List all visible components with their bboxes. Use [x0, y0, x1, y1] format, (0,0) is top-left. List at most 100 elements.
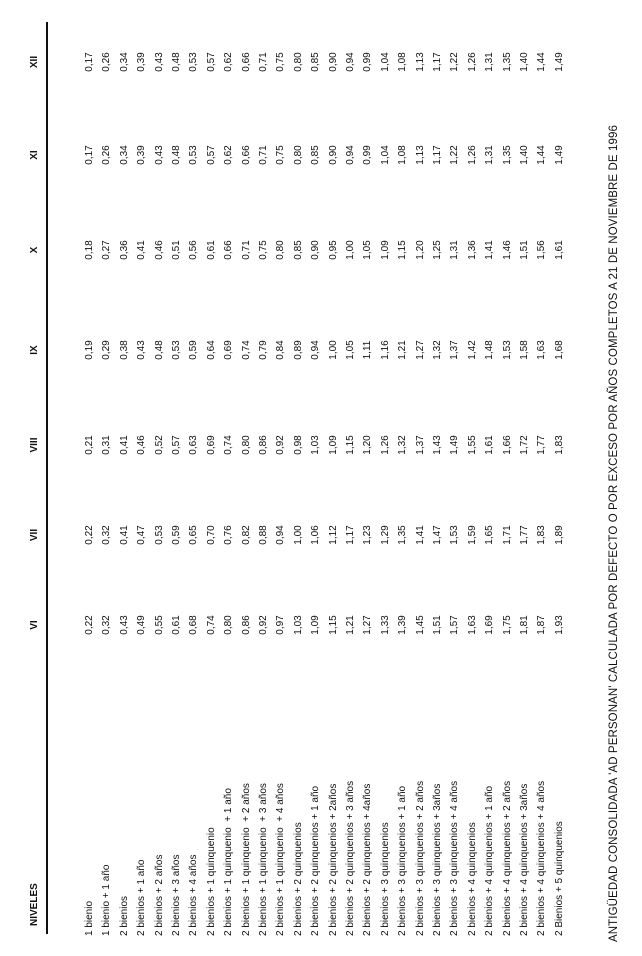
table-cell: 0,57 [205, 52, 217, 72]
table-cell: 1,21 [397, 340, 409, 360]
table-cell: 0,29 [101, 340, 113, 360]
table-cell: 0,48 [153, 340, 165, 360]
table-cell: 0,85 [310, 145, 322, 165]
table-cell: 1,25 [432, 240, 443, 260]
row-label: 2 bienios + 1 quinquenio [205, 827, 217, 936]
table-cell: 0,57 [171, 435, 182, 455]
table-cell: 0,71 [258, 145, 269, 165]
table-cell: 1,77 [519, 525, 530, 545]
table-cell: 0,43 [136, 340, 148, 360]
table-cell: 0,62 [223, 145, 235, 165]
table-cell: 0,22 [84, 615, 95, 635]
table-cell: 0,17 [84, 145, 95, 165]
table-cell: 0,76 [223, 525, 235, 545]
table-cell: 0,90 [327, 145, 339, 165]
table-cell: 1,71 [501, 525, 513, 545]
row-label: 2 bienios + 1 quinquenio + 2 años [240, 783, 252, 936]
table-cell: 0,94 [345, 145, 356, 165]
table-cell: 1,29 [379, 525, 391, 545]
table-cell: 1,51 [519, 240, 530, 260]
table-cell: 1,37 [414, 435, 426, 455]
row-label: 2 bienios + 4 quinquenios + 4 años [536, 780, 548, 936]
table-cell: 0,43 [153, 145, 165, 165]
table-cell: 1,49 [449, 435, 461, 455]
table-cell: 0,74 [205, 615, 217, 635]
table-cell: 1,63 [466, 615, 478, 635]
table-cell: 1,23 [362, 525, 374, 545]
column-header: XI [29, 150, 40, 160]
table-cell: 1,46 [501, 240, 513, 260]
table-cell: 1,49 [553, 145, 565, 165]
table-cell: 1,63 [536, 340, 548, 360]
table-cell: 0,34 [118, 52, 130, 72]
table-cell: 0,56 [188, 240, 200, 260]
table-cell: 0,48 [171, 145, 182, 165]
table-cell: 1,08 [397, 145, 409, 165]
table-cell: 1,33 [379, 615, 391, 635]
header-rule [46, 22, 48, 934]
table-cell: 1,72 [519, 435, 530, 455]
table-cell: 1,12 [327, 525, 339, 545]
table-cell: 0,46 [136, 435, 148, 455]
row-label: 2 bienios + 2 años [153, 854, 165, 936]
table-cell: 0,51 [171, 240, 182, 260]
table-cell: 0,53 [153, 525, 165, 545]
table-cell: 0,94 [345, 52, 356, 72]
table-cell: 0,75 [275, 52, 287, 72]
table-cell: 1,17 [432, 52, 443, 72]
table-cell: 1,06 [310, 525, 322, 545]
table-cell: 1,00 [292, 525, 304, 545]
table-cell: 1,15 [327, 615, 339, 635]
table-cell: 0,80 [292, 145, 304, 165]
table-cell: 0,95 [327, 240, 339, 260]
table-cell: 0,82 [240, 525, 252, 545]
table-cell: 1,61 [553, 240, 565, 260]
table-cell: 1,48 [484, 340, 496, 360]
table-cell: 1,13 [414, 145, 426, 165]
table-cell: 1,47 [432, 525, 443, 545]
table-cell: 0,53 [188, 145, 200, 165]
table-cell: 1,51 [432, 615, 443, 635]
row-label: 2 bienios + 2 quinquenios + 4años [362, 783, 374, 936]
table-cell: 0,79 [258, 340, 269, 360]
column-header: VII [29, 528, 40, 542]
table-cell: 1,53 [501, 340, 513, 360]
table-cell: 1,40 [519, 145, 530, 165]
table-cell: 0,92 [258, 615, 269, 635]
table-cell: 1,45 [414, 615, 426, 635]
row-label: 2 bienios + 3 quinquenios + 1 año [397, 785, 409, 936]
table-cell: 1,87 [536, 615, 548, 635]
table-cell: 1,44 [536, 145, 548, 165]
table-cell: 1,22 [449, 52, 461, 72]
table-cell: 0,26 [101, 52, 113, 72]
table-cell: 0,59 [188, 340, 200, 360]
table-cell: 0,85 [292, 240, 304, 260]
table-cell: 0,98 [292, 435, 304, 455]
table-cell: 0,61 [171, 615, 182, 635]
table-cell: 0,84 [275, 340, 287, 360]
row-label: 2 bienios + 2 quinquenios + 3 años [345, 780, 356, 936]
table-cell: 0,22 [84, 525, 95, 545]
row-label: 1 bienio [84, 900, 95, 936]
table-cell: 0,99 [362, 52, 374, 72]
table-cell: 0,92 [275, 435, 287, 455]
table-cell: 1,59 [466, 525, 478, 545]
row-label: 2 bienios + 3 quinquenios [379, 822, 391, 936]
column-header: VIII [29, 437, 40, 453]
table-cell: 0,61 [205, 240, 217, 260]
table-cell: 0,66 [223, 240, 235, 260]
row-label: 2 bienios + 3 quinquenios + 3años [432, 783, 443, 936]
table-cell: 1,17 [345, 525, 356, 545]
column-header: XII [29, 55, 40, 69]
table-cell: 0,59 [171, 525, 182, 545]
table-cell: 0,90 [327, 52, 339, 72]
table-cell: 0,41 [118, 435, 130, 455]
row-label: 2 bienios + 2 quinquenios [292, 822, 304, 936]
row-label: 2 bienios + 1 quinquenio + 3 años [258, 783, 269, 936]
table-cell: 1,75 [501, 615, 513, 635]
table-cell: 1,83 [536, 525, 548, 545]
table-cell: 1,81 [519, 615, 530, 635]
table-cell: 1,49 [553, 52, 565, 72]
table-cell: 1,05 [362, 240, 374, 260]
row-label: 2 bienios + 2 quinquenios + 1 año [310, 785, 322, 936]
